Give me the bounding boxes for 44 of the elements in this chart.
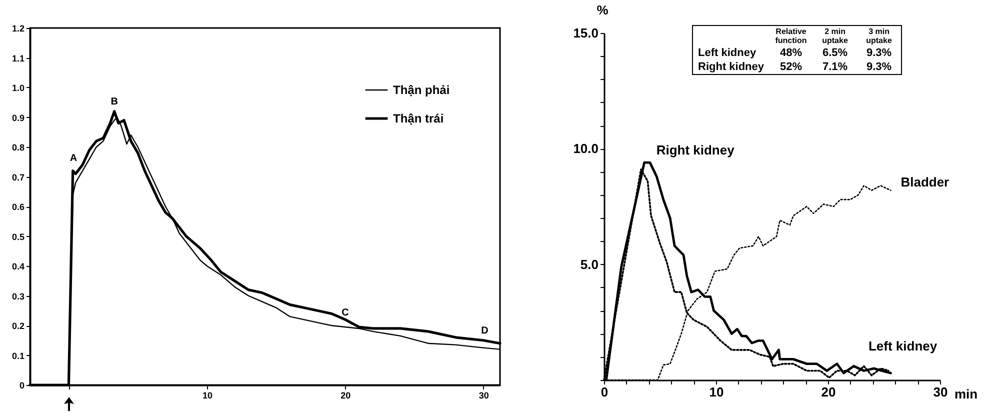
- y-tick-label: 0.7: [12, 172, 24, 182]
- x-axis-title: min: [954, 386, 978, 402]
- annotation: 2 min uptake: [821, 26, 849, 46]
- y-tick-label: 1.0: [12, 83, 24, 93]
- y-tick-label: 1.2: [12, 24, 24, 34]
- x-tick-label: 0: [600, 384, 608, 400]
- y-tick-label: 0.2: [12, 321, 24, 331]
- annotation: 52%: [779, 60, 804, 74]
- series-label: Right kidney: [656, 142, 736, 158]
- y-tick-label: 15.0: [573, 26, 598, 40]
- annotation: 7.1%: [821, 60, 849, 74]
- annotation: Left kidney: [697, 46, 758, 60]
- y-tick-label: 0.4: [12, 262, 24, 272]
- y-tick-label: 0.9: [12, 112, 24, 123]
- annotation: A: [70, 152, 78, 164]
- y-tick-label: 5.0: [580, 256, 598, 272]
- annotation: C: [342, 308, 349, 319]
- x-tick-label: 20: [340, 390, 351, 400]
- annotation: D: [481, 325, 488, 336]
- y-tick-label: 10.0: [573, 141, 598, 156]
- annotation: Relative function: [774, 26, 808, 46]
- x-tick-label: 10: [709, 384, 724, 400]
- annotation: Right kidney: [697, 60, 766, 74]
- y-tick-label: 0.3: [12, 291, 24, 302]
- legend-label: Thận trái: [393, 112, 444, 126]
- x-tick-label: 10: [202, 390, 212, 400]
- x-tick-label: 30: [933, 384, 948, 400]
- legend-label: Thận phải: [393, 83, 450, 97]
- y-tick-label: 1.1: [12, 53, 24, 64]
- annotation: 3 min uptake: [865, 26, 893, 46]
- annotation: 48%: [779, 46, 804, 60]
- series-label: Left kidney: [868, 338, 938, 354]
- series-label: Bladder: [900, 174, 950, 190]
- y-tick-label: 0.6: [12, 202, 24, 212]
- x-tick-label: 20: [821, 384, 836, 400]
- annotation: 9.3%: [865, 46, 893, 60]
- y-axis-title: %: [596, 2, 609, 18]
- y-tick-label: 0.1: [12, 350, 24, 361]
- y-tick-label: 0.8: [12, 142, 24, 152]
- annotation: 6.5%: [821, 46, 849, 60]
- annotation: B: [110, 96, 118, 108]
- x-tick-label: 30: [478, 390, 489, 400]
- annotation: 9.3%: [865, 60, 893, 74]
- y-tick-label: 0.5: [12, 232, 24, 242]
